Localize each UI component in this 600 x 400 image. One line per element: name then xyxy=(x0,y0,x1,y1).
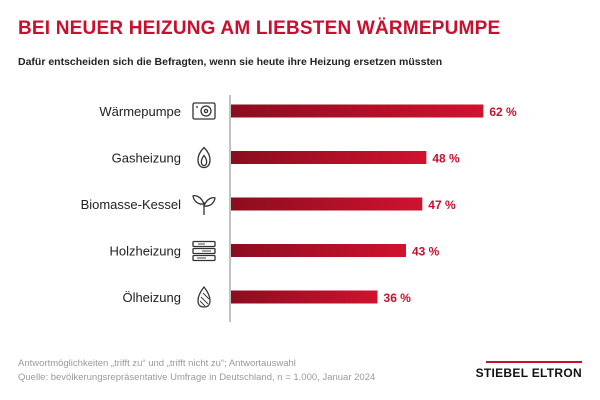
heat-pump-icon xyxy=(192,102,216,120)
bar xyxy=(231,244,407,257)
chart-title: BEI NEUER HEIZUNG AM LIEBSTEN WÄRMEPUMPE xyxy=(18,18,501,39)
brand-rule xyxy=(486,361,582,363)
brand-logo: STIEBEL ELTRON xyxy=(475,366,582,380)
category-label: Biomasse-Kessel xyxy=(81,197,182,212)
bar xyxy=(231,290,378,304)
bar-row: Wärmepumpe 62 % xyxy=(99,102,517,120)
category-label: Wärmepumpe xyxy=(99,104,181,119)
bar-row: Biomasse-Kessel 47 % xyxy=(81,195,456,215)
value-label: 48 % xyxy=(432,152,460,166)
bar xyxy=(231,151,427,164)
oil-drop-icon xyxy=(197,285,211,308)
value-label: 62 % xyxy=(489,105,517,119)
value-label: 43 % xyxy=(412,245,440,259)
gas-flame-icon xyxy=(197,146,211,169)
value-label: 36 % xyxy=(384,291,412,305)
plant-icon xyxy=(192,195,216,215)
chart-subtitle: Dafür entscheiden sich die Befragten, we… xyxy=(18,56,443,68)
category-label: Gasheizung xyxy=(112,151,181,166)
wood-logs-icon xyxy=(192,240,216,262)
bar-row: Ölheizung 36 % xyxy=(122,285,412,308)
bar xyxy=(231,104,484,118)
value-label: 47 % xyxy=(428,198,456,212)
category-label: Ölheizung xyxy=(122,290,181,305)
bar xyxy=(231,197,423,211)
bar-row: Holzheizung 43 % xyxy=(109,240,440,262)
bar-row: Gasheizung 48 % xyxy=(112,146,460,169)
footnote-source: Quelle: bevölkerungsrepräsentative Umfra… xyxy=(18,372,376,383)
footnote-answer-options: Antwortmöglichkeiten „trifft zu“ und „tr… xyxy=(18,358,296,369)
category-label: Holzheizung xyxy=(109,244,181,259)
